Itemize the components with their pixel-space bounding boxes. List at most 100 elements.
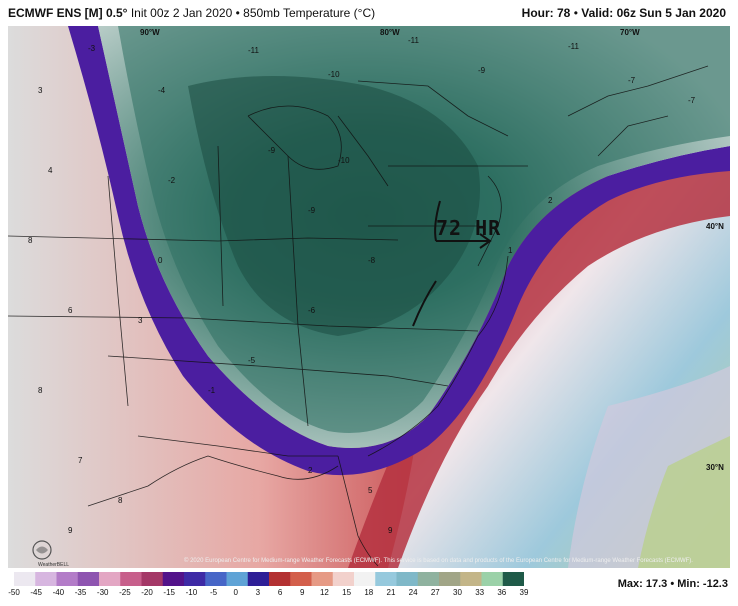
colorbar-tick-labels: -50 -45 -40 -35 -30 -25 -20 -15 -10 -5 0 3 6 9 12 15 18 2… bbox=[8, 588, 528, 602]
colorbar-tick-label: 18 bbox=[364, 588, 374, 597]
colorbar-tick-label: -50 bbox=[8, 588, 20, 597]
colorbar-segment bbox=[481, 572, 504, 586]
station-value: -7 bbox=[628, 76, 636, 85]
colorbar-tick-label: 21 bbox=[386, 588, 396, 597]
colorbar-segment bbox=[141, 572, 164, 586]
colorbar-segment bbox=[226, 572, 249, 586]
colorbar-segment bbox=[35, 572, 57, 586]
valid-time-info: Hour: 78 • Valid: 06z Sun 5 Jan 2020 bbox=[522, 6, 726, 20]
colorbar-segment bbox=[162, 572, 185, 586]
station-value: -5 bbox=[248, 356, 256, 365]
station-value: 3 bbox=[38, 86, 43, 95]
colorbar-segment bbox=[375, 572, 397, 586]
colorbar-tick-label: 30 bbox=[453, 588, 462, 597]
station-value: -8 bbox=[368, 256, 376, 265]
temperature-field bbox=[8, 26, 730, 568]
colorbar-tick-label: 24 bbox=[408, 588, 418, 597]
weatherbell-logo-text: WeatherBELL bbox=[38, 562, 70, 568]
colorbar-tick-label: 15 bbox=[342, 588, 352, 597]
temperature-colorbar bbox=[14, 572, 524, 586]
map-title: ECMWF ENS [M] 0.5° Init 00z 2 Jan 2020 •… bbox=[8, 6, 375, 20]
valid-time: Valid: 06z Sun 5 Jan 2020 bbox=[581, 6, 726, 20]
separator-dot: • bbox=[235, 6, 240, 20]
colorbar-tick-label: -10 bbox=[185, 588, 198, 597]
station-value: 9 bbox=[68, 526, 73, 535]
colorbar-segment bbox=[311, 572, 334, 586]
map-header: ECMWF ENS [M] 0.5° Init 00z 2 Jan 2020 •… bbox=[0, 0, 738, 26]
lon-label-90w: 90°W bbox=[140, 28, 160, 37]
colorbar-segment bbox=[354, 572, 376, 586]
station-value: -10 bbox=[338, 156, 350, 165]
colorbar-tick-label: 6 bbox=[277, 588, 283, 597]
colorbar-segment bbox=[460, 572, 482, 586]
lat-label-30n: 30°N bbox=[706, 463, 724, 472]
colorbar-segment bbox=[396, 572, 419, 586]
handwritten-72hr-label: 72 HR bbox=[436, 216, 502, 240]
colorbar-segment bbox=[332, 572, 355, 586]
colorbar-segment bbox=[269, 572, 291, 586]
forecast-hour: Hour: 78 bbox=[521, 6, 571, 20]
colorbar-segment bbox=[56, 572, 79, 586]
colorbar-segment bbox=[99, 572, 121, 586]
station-value: 1 bbox=[508, 246, 513, 255]
station-value: 4 bbox=[48, 166, 53, 175]
model-name: ECMWF ENS [M] 0.5 bbox=[8, 6, 123, 20]
station-value: -6 bbox=[308, 306, 316, 315]
station-value: 6 bbox=[68, 306, 73, 315]
colorbar-segment bbox=[417, 572, 440, 586]
lat-label-40n: 40°N bbox=[706, 222, 724, 231]
annotation-arrows bbox=[412, 200, 492, 327]
station-value: -1 bbox=[208, 386, 216, 395]
colorbar-segment bbox=[77, 572, 100, 586]
colorbar-tick-label: 36 bbox=[497, 588, 507, 597]
station-value: -7 bbox=[688, 96, 696, 105]
boundary-lines bbox=[8, 65, 709, 567]
station-value: -9 bbox=[268, 146, 276, 155]
colorbar-tick-label: 0 bbox=[233, 588, 238, 597]
station-value: 0 bbox=[158, 256, 163, 265]
station-value: 9 bbox=[388, 526, 393, 535]
station-value: -4 bbox=[158, 86, 166, 95]
colorbar-tick-label: 12 bbox=[319, 588, 329, 597]
separator-dot-2: • bbox=[573, 6, 578, 20]
colorbar-tick-label: 33 bbox=[475, 588, 485, 597]
station-value: -9 bbox=[308, 206, 316, 215]
station-value: 5 bbox=[368, 486, 373, 495]
colorbar-tick-label: 39 bbox=[519, 588, 529, 597]
station-value: -3 bbox=[88, 44, 96, 53]
station-value: -11 bbox=[248, 46, 259, 55]
init-time: Init 00z 2 Jan 2020 bbox=[130, 6, 233, 20]
weatherbell-logo bbox=[32, 540, 52, 560]
colorbar-segment bbox=[205, 572, 227, 586]
colorbar-segment bbox=[290, 572, 312, 586]
colorbar-segment bbox=[120, 572, 142, 586]
colorbar-segment bbox=[439, 572, 461, 586]
colorbar-tick-label: -20 bbox=[141, 588, 153, 597]
station-value: 2 bbox=[548, 196, 553, 205]
colorbar-tick-label: -15 bbox=[163, 588, 175, 597]
lon-label-80w: 80°W bbox=[380, 28, 400, 37]
colorbar-segment bbox=[247, 572, 270, 586]
colorbar-segment bbox=[14, 572, 36, 586]
station-value: -11 bbox=[408, 36, 419, 45]
colorbar-tick-label: 3 bbox=[255, 588, 261, 597]
station-value: 8 bbox=[28, 236, 33, 245]
station-value: 7 bbox=[78, 456, 83, 465]
colorbar-segment bbox=[184, 572, 206, 586]
colorbar-tick-label: -40 bbox=[52, 588, 65, 597]
station-value: -9 bbox=[478, 66, 486, 75]
station-value: 2 bbox=[308, 466, 313, 475]
colorbar-segment bbox=[502, 572, 524, 586]
station-value: -11 bbox=[568, 42, 579, 51]
colorbar-tick-label: -45 bbox=[30, 588, 42, 597]
colorbar-tick-label: -5 bbox=[210, 588, 218, 597]
copyright-notice: © 2020 European Centre for Medium-range … bbox=[184, 558, 693, 564]
field-name: 850mb Temperature (°C) bbox=[243, 6, 376, 20]
station-value: 8 bbox=[118, 496, 123, 505]
colorbar-tick-label: -25 bbox=[119, 588, 131, 597]
map-footer: -50 -45 -40 -35 -30 -25 -20 -15 -10 -5 0 3 6 9 12 15 18 2… bbox=[0, 568, 738, 606]
colorbar-tick-label: -35 bbox=[74, 588, 87, 597]
lon-label-70w: 70°W bbox=[620, 28, 640, 37]
colorbar-tick-label: 27 bbox=[430, 588, 440, 597]
colorbar-tick-label: -30 bbox=[96, 588, 109, 597]
